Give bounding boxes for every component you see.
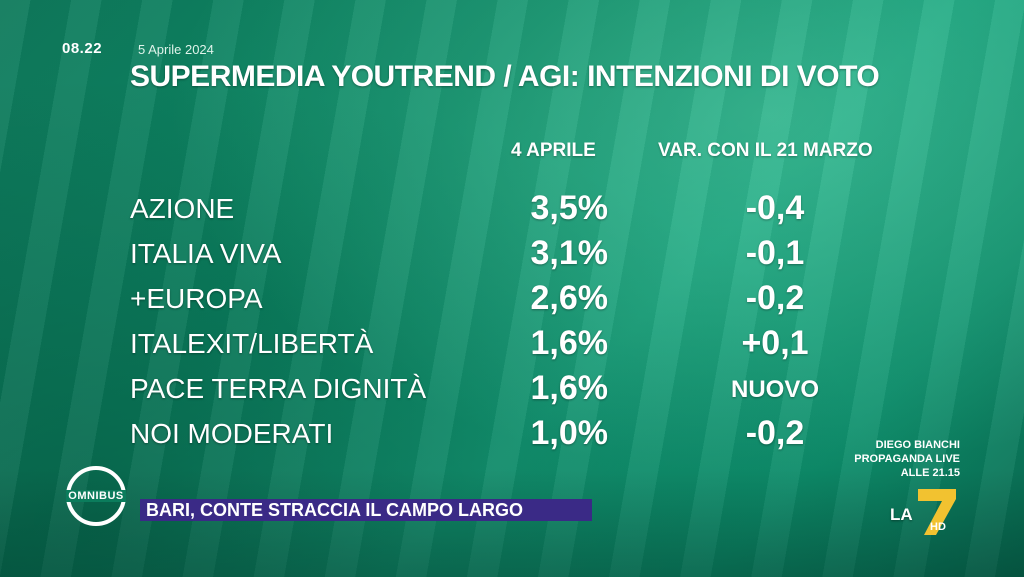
channel-logo-la: LA (890, 505, 913, 524)
channel-logo-hd: HD (930, 521, 946, 533)
table-row: AZIONE 3,5% -0,4 (0, 189, 1024, 238)
column-header-value: 4 APRILE (511, 140, 596, 161)
party-name: PACE TERRA DIGNITÀ (130, 373, 427, 404)
party-name: ITALEXIT/LIBERTÀ (130, 328, 374, 359)
party-value: 1,6% (530, 369, 609, 407)
omnibus-logo: OMNIBUS (66, 466, 126, 526)
page-title: SUPERMEDIA YOUTREND / AGI: INTENZIONI DI… (130, 60, 880, 93)
party-change: -0,2 (745, 279, 805, 317)
seven-icon (918, 489, 956, 535)
omnibus-logo-text: OMNIBUS (66, 490, 126, 502)
party-value: 1,6% (530, 324, 609, 362)
broadcast-date: 5 Aprile 2024 (138, 42, 214, 57)
promo-text: DIEGO BIANCHI PROPAGANDA LIVE ALLE 21.15 (800, 438, 960, 480)
la7hd-logo: LA HD (888, 487, 964, 539)
table-row: PACE TERRA DIGNITÀ 1,6% NUOVO (0, 369, 1024, 418)
table-row: ITALEXIT/LIBERTÀ 1,6% +0,1 (0, 324, 1024, 373)
party-change: NUOVO (730, 376, 819, 403)
poll-table: AZIONE 3,5% -0,4 ITALIA VIVA 3,1% -0,1 +… (0, 189, 1024, 463)
party-name: +EUROPA (130, 283, 263, 314)
table-row: ITALIA VIVA 3,1% -0,1 (0, 234, 1024, 283)
party-change: +0,1 (741, 324, 809, 362)
party-name: AZIONE (130, 193, 235, 224)
party-change: -0,4 (745, 189, 805, 227)
clock-time: 08.22 (62, 40, 103, 57)
party-change: -0,1 (745, 234, 805, 272)
party-name: ITALIA VIVA (130, 238, 282, 269)
promo-line: DIEGO BIANCHI (875, 439, 960, 451)
party-change: -0,2 (745, 414, 805, 452)
news-ticker: BARI, CONTE STRACCIA IL CAMPO LARGO (140, 499, 592, 521)
promo-line: PROPAGANDA LIVE (854, 453, 960, 465)
table-row: +EUROPA 2,6% -0,2 (0, 279, 1024, 328)
promo-line: ALLE 21.15 (900, 467, 960, 479)
table-row: NOI MODERATI 1,0% -0,2 (0, 414, 1024, 463)
party-value: 3,1% (530, 234, 609, 272)
party-value: 1,0% (530, 414, 609, 452)
party-name: NOI MODERATI (130, 418, 334, 449)
bottom-band (0, 470, 1024, 577)
party-value: 3,5% (530, 189, 609, 227)
party-value: 2,6% (530, 279, 609, 317)
column-header-change: VAR. CON IL 21 MARZO (658, 140, 873, 161)
